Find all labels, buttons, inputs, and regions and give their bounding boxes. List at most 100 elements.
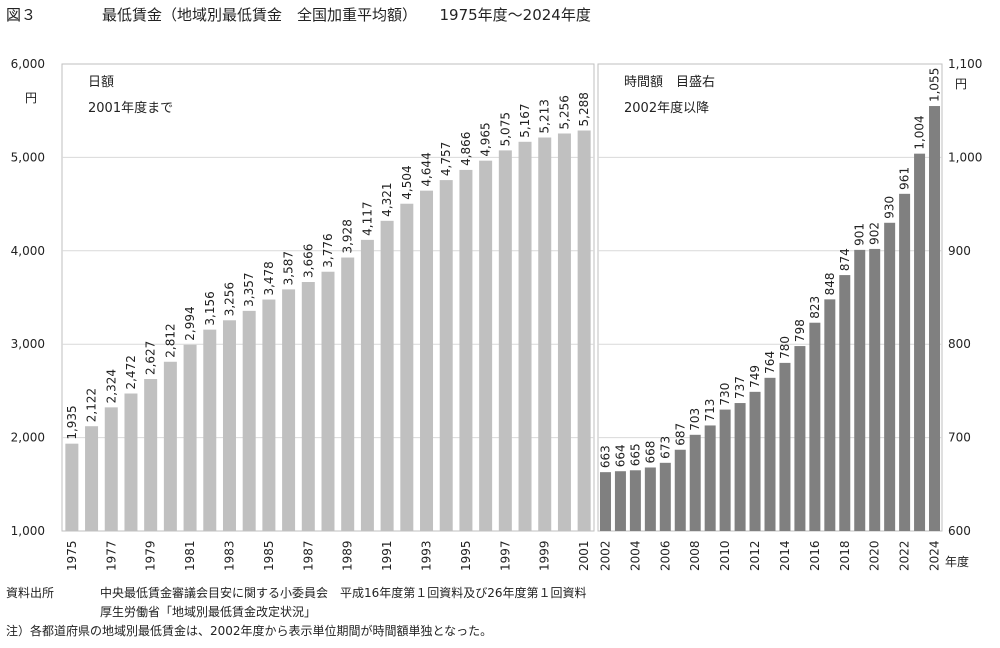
left-value-label: 4,504 xyxy=(400,165,414,199)
x-axis-unit: 年度 xyxy=(945,554,969,569)
right-bar xyxy=(719,409,731,531)
right-x-tick-label: 2004 xyxy=(628,540,642,571)
right-value-label: 848 xyxy=(823,272,837,295)
left-y-tick-label: 2,000 xyxy=(11,431,45,445)
right-bar xyxy=(824,299,836,531)
left-x-tick-label: 1985 xyxy=(262,540,276,571)
left-value-label: 2,472 xyxy=(124,355,138,389)
right-x-tick-label: 2024 xyxy=(928,540,942,571)
right-value-label: 673 xyxy=(658,436,672,459)
right-bar xyxy=(809,322,821,531)
right-bar xyxy=(929,106,941,531)
right-x-tick-label: 2002 xyxy=(598,540,612,571)
left-bar xyxy=(380,220,394,531)
left-value-label: 4,644 xyxy=(420,152,434,186)
right-value-label: 665 xyxy=(628,443,642,466)
right-x-tick-label: 2020 xyxy=(868,540,882,571)
left-value-label: 5,213 xyxy=(538,99,552,133)
right-value-label: 664 xyxy=(613,444,627,467)
left-bar xyxy=(262,299,276,531)
right-x-tick-label: 2010 xyxy=(718,540,732,571)
left-value-label: 2,122 xyxy=(85,388,99,422)
minimum-wage-chart: 1,000 2,000 3,000 4,000 5,000 6,000 600 700 800 9… xyxy=(11,57,983,571)
right-bar xyxy=(629,470,641,531)
left-value-label: 3,666 xyxy=(301,244,315,278)
right-bar xyxy=(884,222,896,531)
source-line-2: 厚生労働省「地域別最低賃金改定状況」 xyxy=(6,603,996,622)
right-value-label: 737 xyxy=(733,376,747,399)
right-value-label: 780 xyxy=(778,336,792,359)
left-bar xyxy=(420,190,434,532)
notes: 資料出所 中央最低賃金審議会目安に関する小委員会 平成16年度第１回資料及び26… xyxy=(6,584,996,641)
left-x-tick-label: 1995 xyxy=(459,540,473,571)
right-y-tick-label: 800 xyxy=(948,337,971,351)
left-bar xyxy=(498,150,512,531)
right-value-label: 798 xyxy=(793,319,807,342)
left-panel-sublabel: 2001年度まで xyxy=(88,100,173,116)
left-bar xyxy=(479,160,493,531)
left-value-label: 3,478 xyxy=(262,261,276,295)
left-value-label: 5,167 xyxy=(518,103,532,137)
left-bar xyxy=(85,426,99,531)
right-bar xyxy=(854,249,866,531)
left-bar xyxy=(360,239,374,531)
left-bar xyxy=(144,379,158,531)
left-value-label: 2,324 xyxy=(104,369,118,403)
left-value-label: 3,357 xyxy=(242,272,256,306)
right-x-tick-label: 2018 xyxy=(838,540,852,571)
left-x-tick-label: 1989 xyxy=(341,540,355,571)
right-bar xyxy=(899,193,911,532)
right-bar xyxy=(914,153,926,531)
right-bar xyxy=(689,434,701,531)
left-y-tick-label: 5,000 xyxy=(11,150,45,164)
left-value-label: 5,256 xyxy=(557,95,571,129)
left-value-label: 5,075 xyxy=(498,112,512,146)
left-bar xyxy=(577,130,591,531)
left-x-tick-label: 1991 xyxy=(380,540,394,571)
right-panel-sublabel: 2002年度以降 xyxy=(624,100,709,116)
footnote-line: 注）各都道府県の地域別最低賃金は、2002年度から表示単位期間が時間額単独となっ… xyxy=(6,622,996,641)
right-x-tick-label: 2012 xyxy=(748,540,762,571)
right-bar xyxy=(614,471,626,531)
right-panel-label: 時間額 目盛右 xyxy=(624,75,715,90)
left-value-label: 3,256 xyxy=(222,282,236,316)
left-bar xyxy=(242,310,256,531)
right-bar xyxy=(734,403,746,531)
right-x-tick-label: 2016 xyxy=(808,540,822,571)
right-x-tick-label: 2022 xyxy=(898,540,912,571)
right-value-label: 713 xyxy=(703,399,717,422)
left-x-tick-label: 1993 xyxy=(420,540,434,571)
left-value-label: 4,965 xyxy=(479,122,493,156)
left-bar xyxy=(203,329,217,531)
left-value-label: 5,288 xyxy=(577,92,591,126)
left-x-tick-label: 1981 xyxy=(183,540,197,571)
left-bar xyxy=(400,203,414,532)
right-value-label: 663 xyxy=(598,445,612,468)
right-value-label: 749 xyxy=(748,365,762,388)
left-y-tick-label: 1,000 xyxy=(11,524,45,538)
right-y-tick-label: 1,000 xyxy=(948,150,982,164)
right-value-label: 730 xyxy=(718,383,732,406)
right-value-label: 902 xyxy=(868,222,882,245)
right-x-tick-label: 2006 xyxy=(658,540,672,571)
left-bar xyxy=(65,443,79,531)
left-bar xyxy=(104,407,118,531)
right-bar xyxy=(764,377,776,531)
left-x-tick-label: 1977 xyxy=(104,540,118,571)
right-y-tick-label: 900 xyxy=(948,244,971,258)
right-value-label: 961 xyxy=(898,167,912,190)
left-value-label: 3,776 xyxy=(321,233,335,267)
source-text-2: 厚生労働省「地域別最低賃金改定状況」 xyxy=(100,605,317,619)
left-bar xyxy=(518,141,532,532)
right-unit-label: 円 xyxy=(955,77,967,91)
left-bar xyxy=(222,320,236,531)
right-bar xyxy=(674,449,686,531)
right-y-tick-label: 1,100 xyxy=(948,57,982,71)
right-value-label: 764 xyxy=(763,351,777,374)
left-x-tick-label: 1987 xyxy=(301,540,315,571)
left-bar xyxy=(538,137,552,531)
left-value-label: 2,994 xyxy=(183,306,197,340)
right-value-label: 687 xyxy=(673,423,687,446)
left-value-label: 4,117 xyxy=(360,202,374,236)
left-bar xyxy=(301,281,315,531)
